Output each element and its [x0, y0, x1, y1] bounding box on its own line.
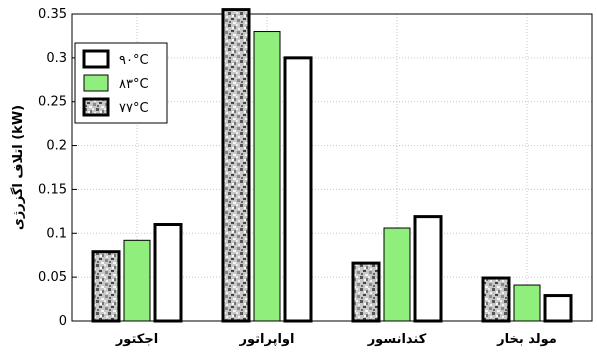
bar-2-0: [153, 223, 183, 323]
bar-1-2: [383, 227, 411, 322]
bar-1-1: [253, 31, 281, 322]
y-tick-label: 0.2: [46, 139, 67, 154]
bar-1-3: [513, 284, 541, 322]
x-category-label: مولد بخار: [496, 332, 557, 347]
plot-frame: [71, 13, 593, 322]
bar-0-3: [481, 276, 511, 323]
y-tick-label: 0.1: [46, 226, 67, 241]
y-tick-label: 0.15: [38, 182, 67, 197]
bar-0-1: [221, 8, 251, 323]
x-category-label: اجکتور: [115, 332, 158, 347]
y-axis-label: اتلاف اگزرژی (kW): [10, 105, 26, 230]
legend-swatch-2: [82, 49, 110, 69]
bar-0-0: [91, 250, 121, 323]
x-category-label: کندانسور: [367, 332, 427, 347]
legend-label: ۹۰°C: [119, 53, 149, 68]
legend-label: ۷۷°C: [119, 101, 149, 116]
y-tick-label: 0: [59, 314, 67, 329]
legend-swatch-1: [83, 74, 109, 92]
bar-1-0: [123, 239, 151, 322]
y-tick-label: 0.25: [38, 95, 67, 110]
x-category-label: اواپراتور: [239, 332, 295, 347]
bar-2-1: [283, 56, 313, 323]
legend-label: ۸۳°C: [119, 77, 149, 92]
y-tick-label: 0.35: [38, 7, 67, 22]
y-tick-label: 0.3: [46, 51, 67, 66]
bar-0-2: [351, 261, 381, 323]
y-tick-label: 0.05: [38, 270, 67, 285]
legend-swatch-0: [82, 97, 110, 117]
bar-2-2: [413, 215, 443, 323]
bar-2-3: [543, 294, 573, 323]
